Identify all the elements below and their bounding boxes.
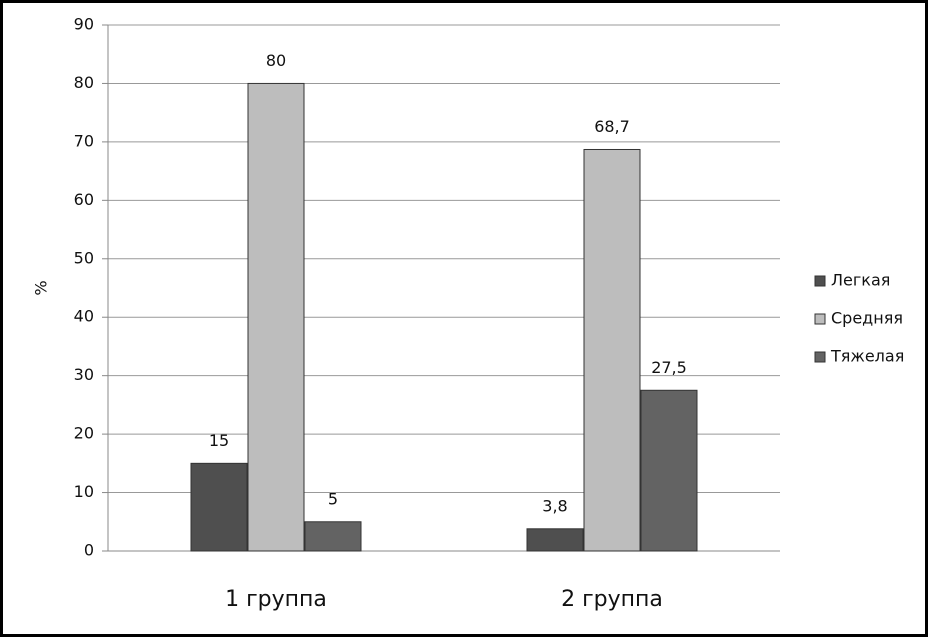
y-tick-label: 30 [74, 365, 94, 384]
y-tick-label: 20 [74, 424, 94, 443]
y-axis-label: % [32, 280, 51, 295]
bar [304, 521, 362, 552]
chart-background [3, 3, 925, 634]
bar [247, 82, 305, 552]
legend-label: Тяжелая [830, 347, 904, 366]
y-tick-label: 0 [84, 541, 94, 560]
bar [583, 148, 641, 552]
value-label: 15 [209, 431, 229, 450]
y-tick-label: 70 [74, 131, 94, 150]
legend-label: Легкая [831, 271, 890, 290]
value-label: 68,7 [594, 117, 630, 136]
x-tick-label: 2 группа [561, 587, 663, 612]
y-tick-label: 50 [74, 248, 94, 267]
y-tick-label: 60 [74, 190, 94, 209]
value-label: 3,8 [542, 496, 567, 515]
legend-swatch [814, 351, 826, 363]
bar [190, 462, 248, 552]
legend-swatch [814, 313, 826, 325]
y-tick-label: 40 [74, 307, 94, 326]
legend-swatch [814, 275, 826, 287]
value-label: 5 [328, 489, 338, 508]
bar [526, 528, 584, 552]
y-tick-label: 10 [74, 482, 94, 501]
bar [640, 389, 698, 552]
value-label: 27,5 [651, 358, 687, 377]
y-tick-label: 80 [74, 73, 94, 92]
y-tick-label: 90 [74, 15, 94, 34]
legend-label: Средняя [831, 309, 903, 328]
value-label: 80 [266, 51, 286, 70]
x-tick-label: 1 группа [225, 587, 327, 612]
